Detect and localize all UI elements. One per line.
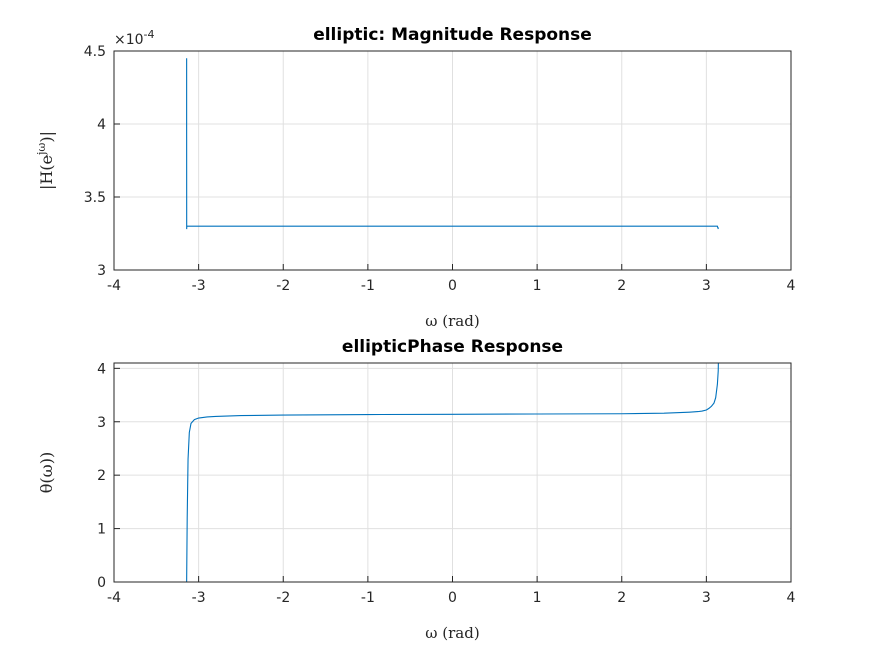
phase-ytick-label: 0 [97, 575, 106, 591]
magnitude-xtick-label: -3 [192, 278, 206, 294]
phase-xtick-label: -3 [192, 590, 206, 606]
magnitude-ytick-label: 4.5 [84, 44, 106, 60]
phase-line [186, 362, 719, 583]
phase-ytick-label: 1 [97, 522, 106, 538]
phase-ytick-label: 2 [97, 468, 106, 484]
phase-ylabel: θ(ω)) [37, 452, 56, 493]
magnitude-ytick-label: 3.5 [84, 190, 106, 206]
phase-xtick-label: -4 [107, 590, 121, 606]
magnitude-y-exponent-base: ×10 [114, 32, 144, 48]
phase-xtick-label: 1 [533, 590, 542, 606]
phase-xtick-label: 0 [448, 590, 457, 606]
magnitude-xlabel: ω (rad) [425, 312, 479, 330]
magnitude-ylabel: |H(ejω)| [35, 131, 56, 190]
magnitude-line [186, 58, 719, 230]
magnitude-xtick-label: 1 [533, 278, 542, 294]
magnitude-ylabel-sup: jω [35, 143, 48, 157]
magnitude-axes: -4 -3 -2 -1 0 1 2 3 4 3 3.5 4 4.5 elliptic: Magnitud… [35, 25, 796, 330]
phase-ytick-label: 4 [97, 361, 106, 377]
magnitude-ylabel-tail: )| [37, 131, 56, 143]
magnitude-title: elliptic: Magnitude Response [313, 25, 592, 45]
magnitude-ylabel-main: |H(e [37, 155, 56, 190]
magnitude-xtick-label: 3 [702, 278, 711, 294]
phase-xtick-label: 2 [617, 590, 626, 606]
phase-xtick-label: -1 [361, 590, 375, 606]
phase-xtick-label: -2 [276, 590, 290, 606]
magnitude-xtick-label: -2 [276, 278, 290, 294]
phase-xlabel: ω (rad) [425, 624, 479, 642]
magnitude-ytick-label: 3 [97, 263, 106, 279]
phase-ytick-label: 3 [97, 415, 106, 431]
phase-axes: -4 -3 -2 -1 0 1 2 3 4 0 1 2 3 4 ellipticPhase Respons… [37, 337, 796, 642]
magnitude-xtick-label: 4 [787, 278, 796, 294]
magnitude-xtick-label: -4 [107, 278, 121, 294]
magnitude-y-exponent: ×10-4 [114, 28, 155, 48]
phase-ticks: -4 -3 -2 -1 0 1 2 3 4 0 1 2 3 4 [97, 361, 795, 606]
magnitude-xtick-label: 2 [617, 278, 626, 294]
magnitude-ticks: -4 -3 -2 -1 0 1 2 3 4 3 3.5 4 4.5 [84, 44, 796, 294]
magnitude-ytick-label: 4 [97, 117, 106, 133]
phase-title: ellipticPhase Response [342, 337, 563, 357]
phase-xtick-label: 3 [702, 590, 711, 606]
magnitude-y-exponent-power: -4 [144, 28, 155, 41]
magnitude-xtick-label: 0 [448, 278, 457, 294]
magnitude-xtick-label: -1 [361, 278, 375, 294]
phase-xtick-label: 4 [787, 590, 796, 606]
